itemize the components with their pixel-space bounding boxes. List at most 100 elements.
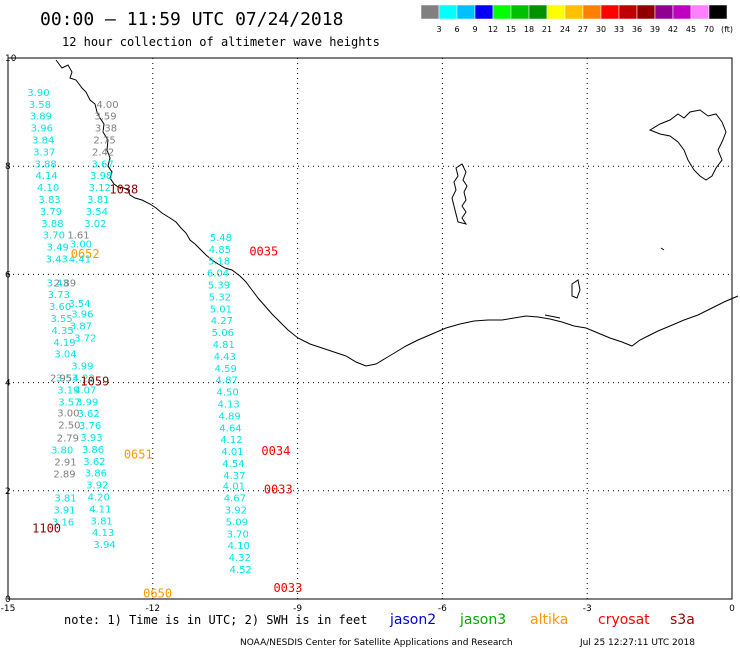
wave-height-value: 3.62: [78, 409, 100, 420]
wave-height-value: 3.73: [48, 290, 70, 301]
pass-time-labels: 1038 0652 1059 0651 1100 0650 0035 0034 0033 0033: [32, 182, 302, 600]
colorbar-label: 3: [436, 25, 441, 34]
x-tick-label: -9: [293, 604, 302, 614]
wave-height-value: 2.89: [54, 278, 76, 289]
x-tick-label: -3: [583, 604, 592, 614]
colorbar-swatch: [456, 4, 476, 20]
wave-height-value: 2.42: [92, 147, 114, 158]
wave-height-value: 4.37: [223, 471, 245, 482]
colorbar-label: 15: [506, 25, 516, 34]
wave-height-value: 3.19: [57, 385, 79, 396]
coast-niger-river: [648, 109, 727, 181]
wave-height-value: 4.10: [37, 183, 59, 194]
colorbar-unit: (ft): [721, 25, 733, 34]
wave-height-value: 4.41: [69, 254, 91, 265]
wave-height-value: 4.10: [228, 541, 250, 552]
y-tick-label: 4: [5, 379, 11, 389]
colorbar-swatch: [618, 4, 638, 20]
coast-lake-kainji: [571, 279, 581, 299]
wave-height-tracks: 3.903.583.893.963.843.373.884.144.103.83…: [27, 88, 252, 576]
wave-height-value: 3.53: [56, 374, 78, 385]
coast-west-africa: [55, 59, 739, 367]
colorbar-swatch: [510, 4, 530, 20]
coastline: [55, 59, 739, 367]
track: 5.484.855.186.045.395.325.014.275.064.81…: [207, 233, 252, 576]
wave-height-value: 3.80: [51, 445, 73, 456]
wave-height-value: 4.13: [92, 528, 114, 539]
colorbar-swatch: [654, 4, 674, 20]
timestamp-text: Jul 25 12:27:11 UTC 2018: [579, 638, 695, 648]
wave-height-value: 4.19: [53, 338, 75, 349]
wave-height-value: 3.49: [47, 243, 69, 254]
wave-height-value: 5.32: [209, 292, 231, 303]
wave-height-value: 3.92: [225, 506, 247, 517]
wave-height-value: 4.81: [213, 340, 235, 351]
wave-height-value: 5.48: [210, 233, 232, 244]
colorbar-swatch: [438, 4, 458, 20]
wave-height-value: 3.00: [57, 409, 79, 420]
wave-height-value: 3.62: [83, 457, 105, 468]
colorbar-label: 33: [614, 25, 624, 34]
wave-height-value: 3.59: [94, 112, 116, 123]
wave-height-value: 3.87: [70, 322, 92, 333]
colorbar-label: 9: [472, 25, 477, 34]
wave-height-value: 4.07: [74, 385, 96, 396]
satellite-altika: altika: [530, 612, 568, 628]
satellite-jason3: jason3: [459, 612, 506, 628]
wave-height-value: 5.39: [208, 280, 230, 291]
satellite-s3a: s3a: [670, 612, 695, 628]
colorbar-label: 70: [704, 25, 714, 34]
colorbar-label: 36: [632, 25, 642, 34]
colorbar-label: 18: [524, 25, 534, 34]
coast-lake-volta: [451, 163, 468, 225]
wave-height-value: 3.91: [53, 506, 75, 517]
wave-height-value: 3.57: [58, 397, 80, 408]
colorbar-label: 24: [560, 25, 570, 34]
wave-height-value: 3.96: [31, 124, 53, 135]
wave-height-value: 4.50: [217, 388, 239, 399]
wave-height-value: 4.01: [221, 447, 243, 458]
wave-height-value: 4.87: [216, 376, 238, 387]
wave-height-value: 3.81: [87, 195, 109, 206]
wave-height-value: 4.43: [214, 352, 236, 363]
wave-height-value: 3.38: [95, 124, 117, 135]
wave-height-value: 3.79: [40, 207, 62, 218]
wave-height-value: 3.43: [47, 278, 69, 289]
pass-time-label: 0652: [71, 247, 100, 261]
pass-time-label: 0034: [261, 444, 290, 458]
wave-height-value: 3.43: [46, 254, 68, 265]
pass-time-label: 0033: [264, 483, 293, 497]
colorbar-label: 45: [686, 25, 696, 34]
coast-islet-2: [544, 314, 561, 319]
wave-height-value: 3.81: [54, 494, 76, 505]
wave-height-value: 3.16: [52, 517, 74, 528]
x-tick-label: -12: [145, 604, 160, 614]
colorbar-label: 12: [488, 25, 498, 34]
pass-time-label: 1059: [80, 374, 109, 388]
satellite-cryosat: cryosat: [598, 612, 650, 628]
wave-height-value: 4.12: [220, 435, 242, 446]
wave-height-value: 4.67: [224, 494, 246, 505]
colorbar-swatch: [636, 4, 656, 20]
map-title: 00:00 – 11:59 UTC 07/24/2018: [40, 9, 343, 30]
wave-height-value: 4.64: [219, 423, 241, 434]
wave-height-value: 4.20: [88, 493, 110, 504]
wave-height-value: 3.54: [86, 207, 108, 218]
wave-height-value: 3.96: [71, 310, 93, 321]
track: 4.003.593.382.752.421.612.892.953.002.50…: [50, 100, 119, 481]
colorbar-label: 6: [454, 25, 459, 34]
colorbar-label: 30: [596, 25, 606, 34]
y-tick-label: 10: [5, 54, 17, 64]
colorbar-swatch: [600, 4, 620, 20]
colorbar-label: 27: [578, 25, 588, 34]
satellite-legend: jason2 jason3 altika cryosat s3a: [389, 612, 695, 628]
wave-height-value: 3.54: [68, 299, 90, 310]
wave-height-value: 3.89: [30, 112, 52, 123]
pass-time-label: 0650: [143, 586, 172, 600]
wave-height-value: 3.90: [27, 88, 49, 99]
grid-lines: [8, 58, 732, 599]
wave-height-value: 4.01: [223, 482, 245, 493]
wave-height-value: 4.54: [222, 459, 244, 470]
wave-height-value: 3.84: [32, 135, 54, 146]
